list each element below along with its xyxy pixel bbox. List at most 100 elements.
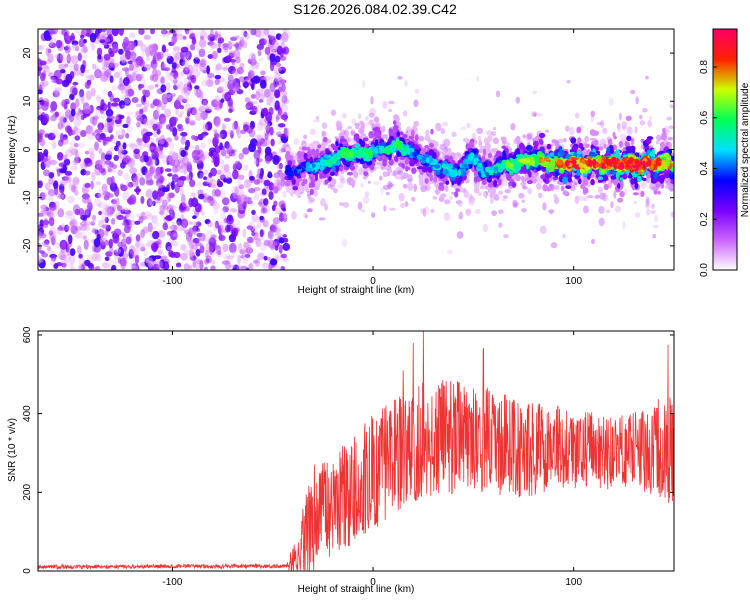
noise-blob	[279, 173, 285, 179]
ridge-halo-blob	[668, 125, 674, 130]
noise-blob	[232, 169, 239, 180]
noise-blob	[51, 29, 58, 35]
noise-blob	[143, 117, 149, 127]
noise-blob	[250, 106, 258, 114]
noise-blob	[251, 209, 256, 215]
noise-blob	[134, 247, 140, 255]
noise-blob	[267, 239, 276, 249]
noise-blob	[169, 150, 176, 155]
noise-blob	[160, 250, 164, 255]
ridge-halo-blob	[338, 202, 344, 206]
ridge-blob	[322, 136, 328, 143]
ridge-halo-blob	[654, 214, 659, 222]
noise-blob	[242, 253, 250, 261]
noise-blob	[192, 62, 199, 71]
noise-blob	[188, 221, 193, 225]
noise-blob	[150, 102, 156, 109]
ridge-halo-blob	[397, 75, 403, 80]
noise-blob	[269, 30, 276, 40]
noise-blob	[54, 242, 60, 249]
ridge-halo-blob	[458, 211, 463, 220]
noise-blob	[72, 129, 79, 135]
ridge-blob	[582, 187, 589, 194]
ridge-halo-blob	[424, 206, 430, 215]
noise-blob	[173, 54, 178, 65]
noise-blob	[190, 44, 196, 51]
noise-blob	[106, 177, 114, 186]
ridge-halo-blob	[491, 131, 497, 137]
noise-blob	[164, 108, 171, 118]
noise-blob	[184, 145, 189, 151]
ridge-blob	[284, 180, 291, 187]
noise-blob	[208, 151, 214, 157]
ridge-blob	[317, 144, 322, 149]
noise-blob	[184, 249, 192, 256]
noise-blob	[275, 33, 282, 40]
noise-blob	[183, 86, 192, 95]
noise-blob	[165, 53, 171, 59]
noise-blob	[204, 266, 208, 270]
ridge-blob	[487, 152, 492, 159]
ridge-blob	[515, 174, 521, 182]
noise-blob	[259, 79, 267, 89]
noise-blob	[100, 152, 106, 162]
noise-blob	[120, 183, 124, 189]
noise-blob	[134, 220, 141, 225]
ridge-blob	[350, 180, 356, 185]
noise-blob	[191, 192, 196, 197]
ridge-halo-blob	[387, 181, 393, 190]
noise-blob	[235, 125, 240, 135]
noise-blob	[277, 123, 286, 128]
noise-blob	[257, 252, 265, 260]
noise-blob	[90, 180, 94, 190]
noise-blob	[252, 260, 259, 264]
noise-blob	[101, 69, 109, 77]
noise-blob	[199, 38, 207, 48]
noise-blob	[127, 182, 134, 188]
noise-blob	[40, 161, 46, 171]
ridge-halo-blob	[330, 109, 336, 116]
noise-blob	[92, 63, 97, 70]
ridge-blob	[454, 191, 459, 198]
noise-blob	[170, 35, 176, 46]
noise-blob	[156, 191, 161, 201]
ridge-halo-blob	[360, 182, 364, 188]
ridge-blob	[402, 183, 408, 189]
noise-blob	[84, 81, 91, 89]
ridge-halo-blob	[460, 126, 467, 131]
noise-blob	[103, 42, 108, 47]
noise-blob	[180, 225, 186, 232]
noise-blob	[183, 83, 190, 92]
noise-blob	[64, 170, 73, 176]
noise-blob	[199, 245, 205, 254]
ridge-halo-blob	[608, 97, 614, 106]
ridge-halo-blob	[358, 113, 362, 120]
noise-blob	[70, 32, 75, 43]
ridge-blob	[538, 132, 546, 138]
ridge-halo-blob	[342, 201, 350, 208]
noise-blob	[117, 169, 123, 177]
noise-blob	[142, 89, 147, 96]
noise-blob	[139, 59, 145, 68]
noise-blob	[111, 164, 118, 169]
noise-blob	[225, 155, 230, 159]
ridge-halo-blob	[362, 195, 370, 204]
noise-blob	[69, 248, 76, 256]
ridge-halo-blob	[622, 220, 626, 230]
noise-blob	[122, 123, 129, 129]
noise-blob	[140, 196, 145, 204]
noise-blob	[161, 44, 167, 53]
noise-blob	[221, 197, 230, 206]
noise-blob	[198, 105, 207, 113]
noise-blob	[183, 263, 190, 270]
noise-blob	[280, 253, 288, 259]
noise-blob	[126, 142, 134, 148]
noise-blob	[52, 142, 56, 150]
noise-blob	[273, 172, 281, 179]
spectrogram-marks	[38, 29, 674, 270]
noise-blob	[195, 221, 202, 227]
ridge-blob	[661, 133, 667, 141]
noise-blob	[150, 242, 159, 252]
ridge-blob	[589, 129, 596, 136]
noise-blob	[61, 99, 67, 108]
